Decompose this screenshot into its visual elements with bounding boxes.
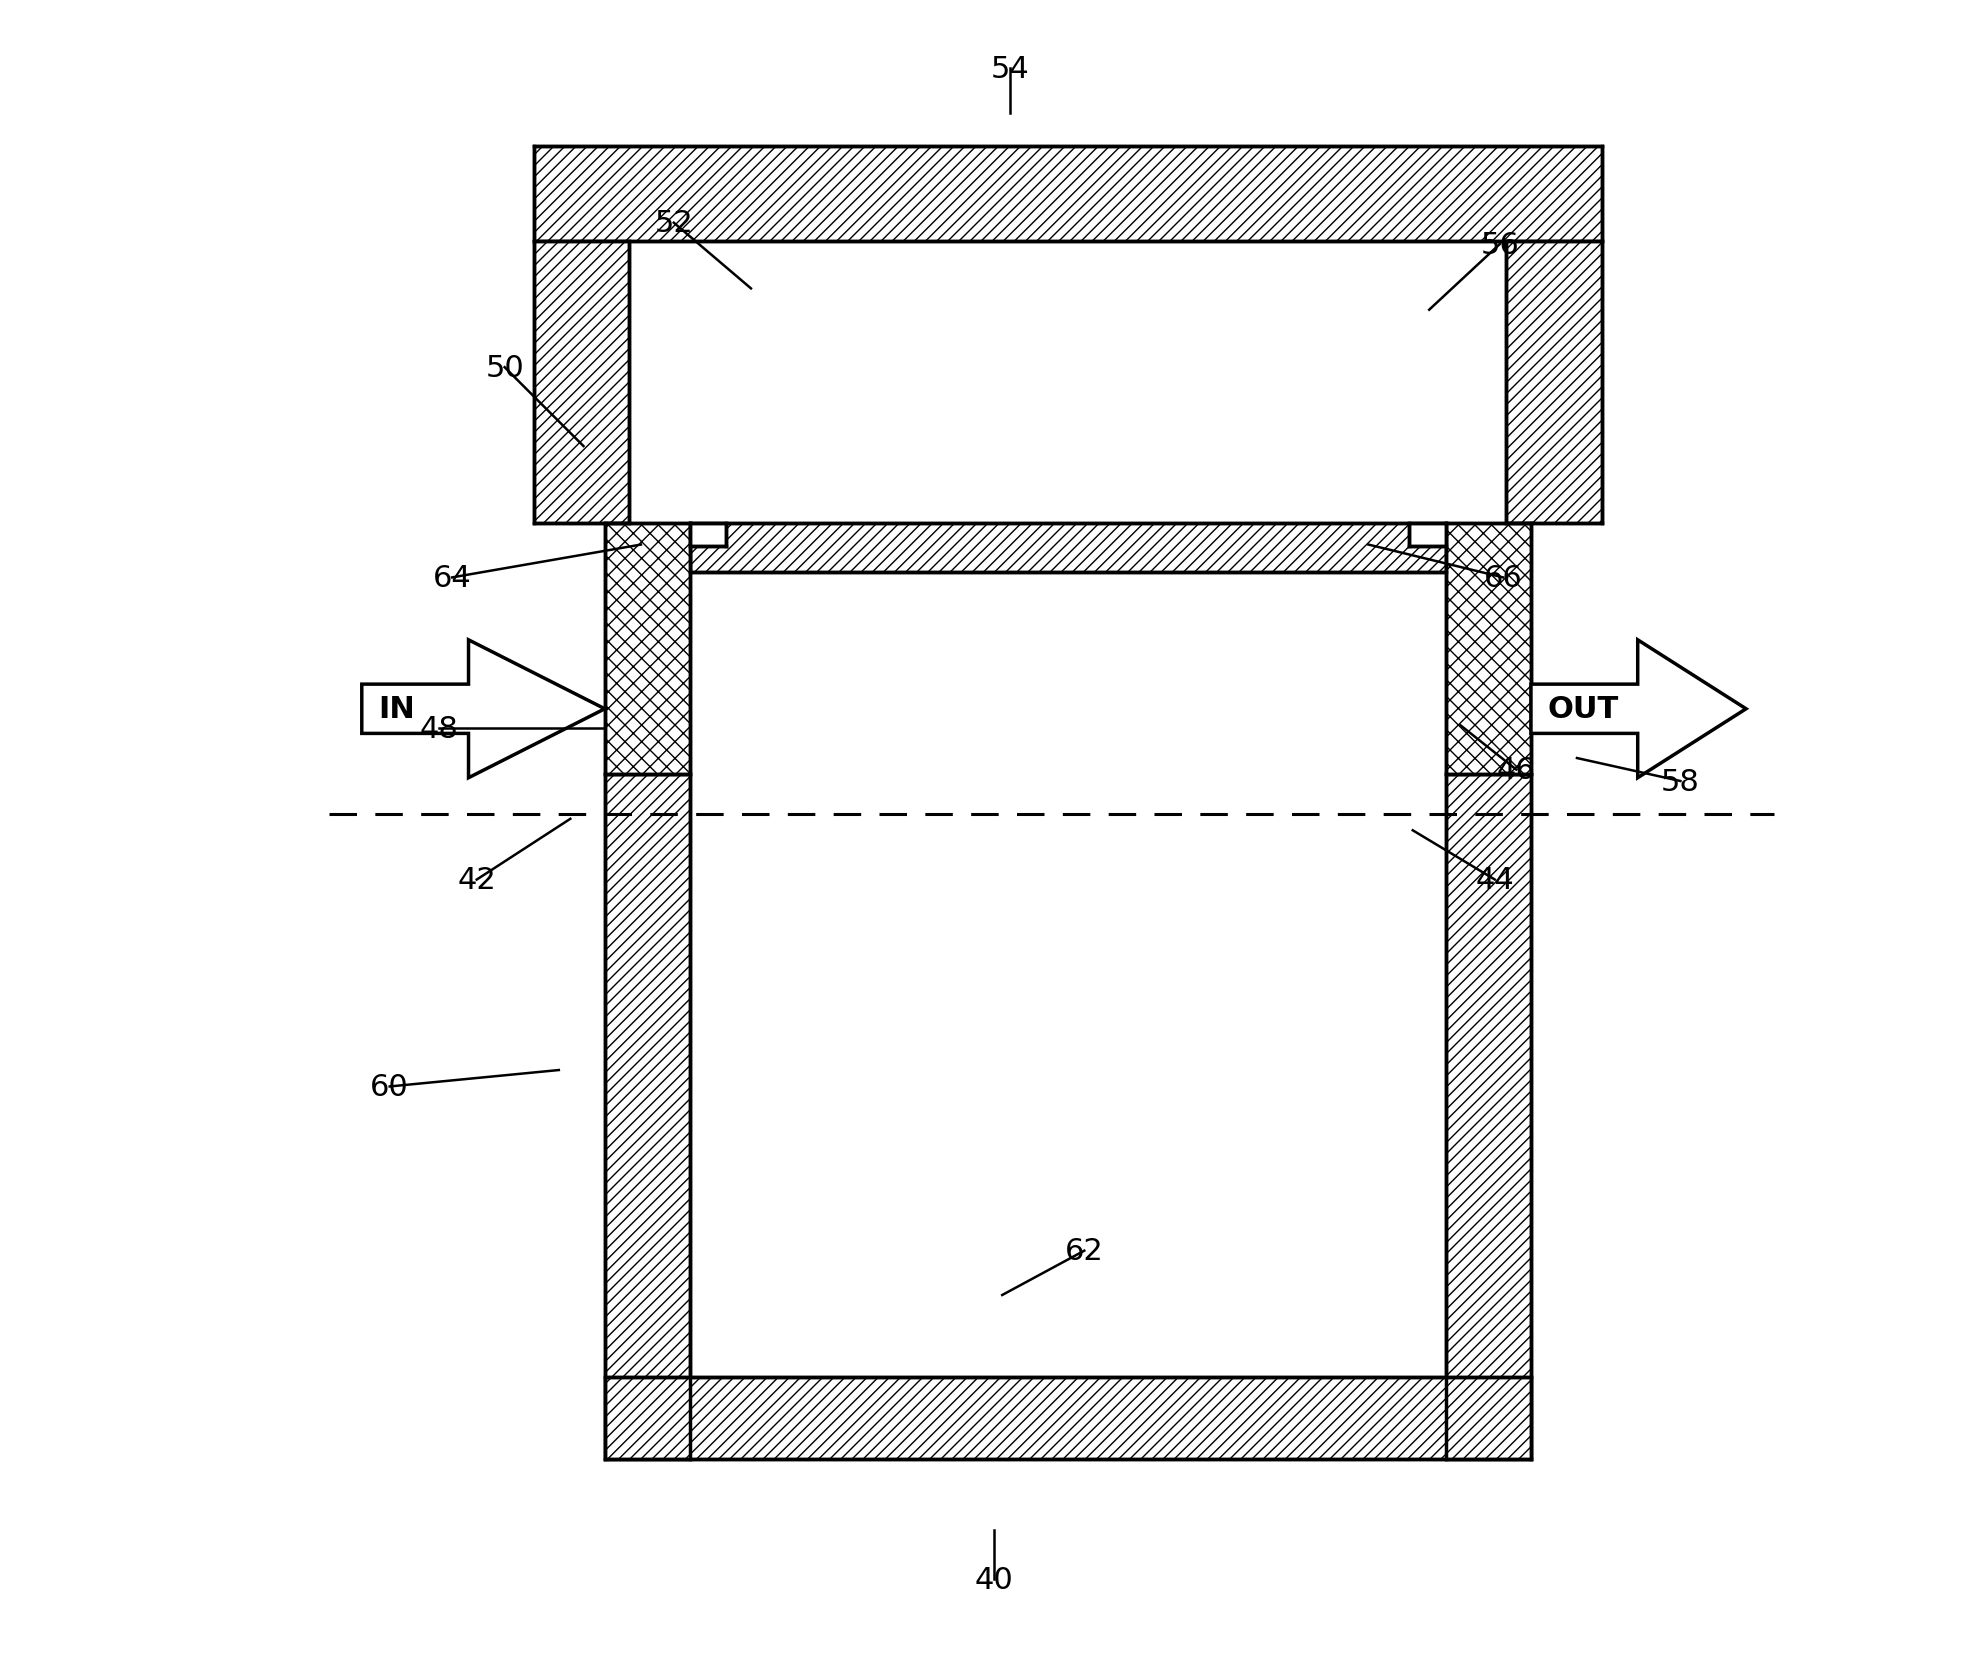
- Text: OUT: OUT: [1547, 695, 1618, 723]
- Text: 48: 48: [419, 715, 459, 743]
- Polygon shape: [362, 640, 604, 778]
- Text: 54: 54: [992, 55, 1030, 84]
- Polygon shape: [1531, 640, 1745, 778]
- Text: 56: 56: [1481, 230, 1519, 260]
- Text: 58: 58: [1660, 766, 1700, 796]
- Bar: [1409, 525, 1445, 546]
- Text: 64: 64: [433, 564, 471, 592]
- Text: 60: 60: [370, 1072, 410, 1101]
- Text: 40: 40: [974, 1564, 1014, 1594]
- Bar: [604, 1377, 1531, 1460]
- Bar: [535, 242, 630, 525]
- Bar: [1445, 775, 1531, 1460]
- Bar: [604, 775, 690, 1460]
- Text: 50: 50: [485, 354, 525, 382]
- Text: IN: IN: [378, 695, 415, 723]
- Text: 42: 42: [457, 866, 497, 894]
- Text: 66: 66: [1483, 564, 1523, 592]
- Bar: [690, 525, 1445, 573]
- Text: 62: 62: [1066, 1236, 1103, 1266]
- Bar: [690, 525, 726, 546]
- Text: 46: 46: [1497, 756, 1535, 784]
- Bar: [1507, 242, 1602, 525]
- Bar: [1445, 525, 1531, 775]
- Bar: [535, 146, 1602, 242]
- Bar: [604, 525, 690, 775]
- Text: 44: 44: [1475, 866, 1515, 894]
- Text: 52: 52: [654, 209, 694, 238]
